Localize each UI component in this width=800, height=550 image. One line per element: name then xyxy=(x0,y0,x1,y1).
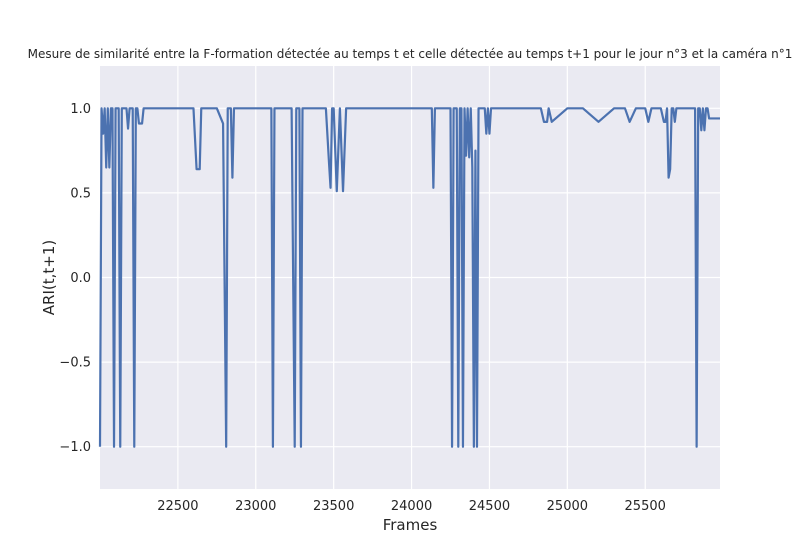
y-tick-label: −0.5 xyxy=(59,356,91,371)
chart-title: Mesure de similarité entre la F-formatio… xyxy=(28,47,793,61)
ari-series-line xyxy=(98,107,720,448)
tick-labels: 22500 23000 23500 24000 24500 25000 25500 1.0 0.… xyxy=(59,102,665,514)
y-axis-label: ARI(t,t+1) xyxy=(40,240,58,315)
y-tick-label: 0.0 xyxy=(70,271,91,286)
y-tick-label: 1.0 xyxy=(70,102,91,117)
x-tick-label: 22500 xyxy=(157,499,198,514)
data-layer xyxy=(98,107,720,448)
y-tick-label: −1.0 xyxy=(59,440,91,455)
x-tick-label: 23500 xyxy=(313,499,354,514)
x-axis-label: Frames xyxy=(383,516,438,534)
x-tick-label: 23000 xyxy=(235,499,276,514)
x-tick-label: 24000 xyxy=(391,499,432,514)
x-tick-label: 24500 xyxy=(469,499,510,514)
y-tick-label: 0.5 xyxy=(70,186,91,201)
x-tick-label: 25000 xyxy=(547,499,588,514)
x-tick-label: 25500 xyxy=(625,499,666,514)
